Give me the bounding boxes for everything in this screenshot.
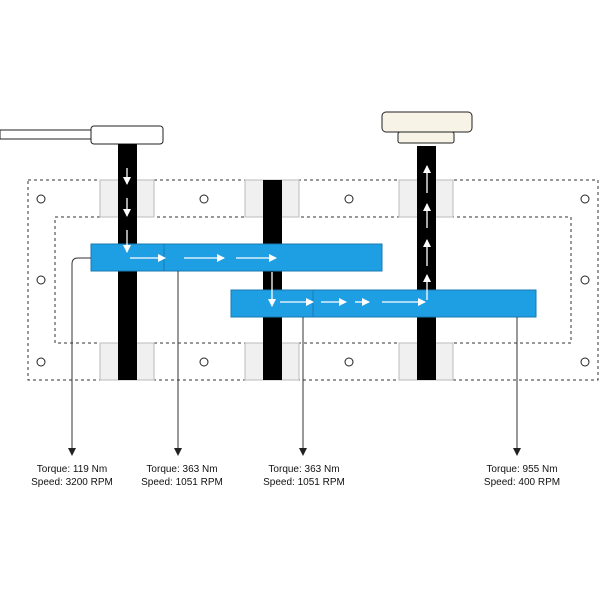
leader-lines (68, 257, 521, 456)
bolt-hole-icon (580, 194, 590, 204)
torque-text: Torque: 119 Nm (36, 464, 108, 475)
inner-housing (54, 216, 572, 344)
input-shaft-label: Torque: 119 Nm Speed: 3200 RPM (2, 463, 142, 489)
bolt-hole-icon (344, 194, 354, 204)
bolt-hole-icon (36, 357, 46, 367)
bolt-hole-icon (580, 357, 590, 367)
output-gear-pair (230, 289, 537, 318)
speed-text: Speed: 3200 RPM (31, 477, 113, 488)
bolt-holes (36, 194, 590, 367)
speed-text: Speed: 400 RPM (483, 477, 561, 488)
output-cap-neck (397, 131, 455, 144)
bolt-hole-icon (580, 275, 590, 285)
intermediate-shaft-label: Torque: 363 Nm Speed: 1051 RPM (234, 463, 374, 489)
input-handle-grip (90, 125, 164, 145)
output-cap (381, 111, 473, 133)
bolt-hole-icon (199, 194, 209, 204)
bolt-hole-icon (36, 275, 46, 285)
torque-text: Torque: 363 Nm (268, 464, 340, 475)
leader-line-input (68, 257, 91, 456)
torque-text: Torque: 955 Nm (486, 464, 558, 475)
speed-text: Speed: 1051 RPM (263, 477, 345, 488)
intermediate-gear-label: Torque: 363 Nm Speed: 1051 RPM (112, 463, 252, 489)
bolt-hole-icon (199, 357, 209, 367)
bolt-hole-icon (344, 357, 354, 367)
power-flow-arrows (123, 165, 431, 307)
outer-housing (27, 179, 599, 381)
bolt-hole-icon (36, 194, 46, 204)
speed-text: Speed: 1051 RPM (141, 477, 223, 488)
input-handle-bar (0, 129, 98, 140)
torque-text: Torque: 363 Nm (146, 464, 218, 475)
output-shaft-label: Torque: 955 Nm Speed: 400 RPM (452, 463, 592, 489)
